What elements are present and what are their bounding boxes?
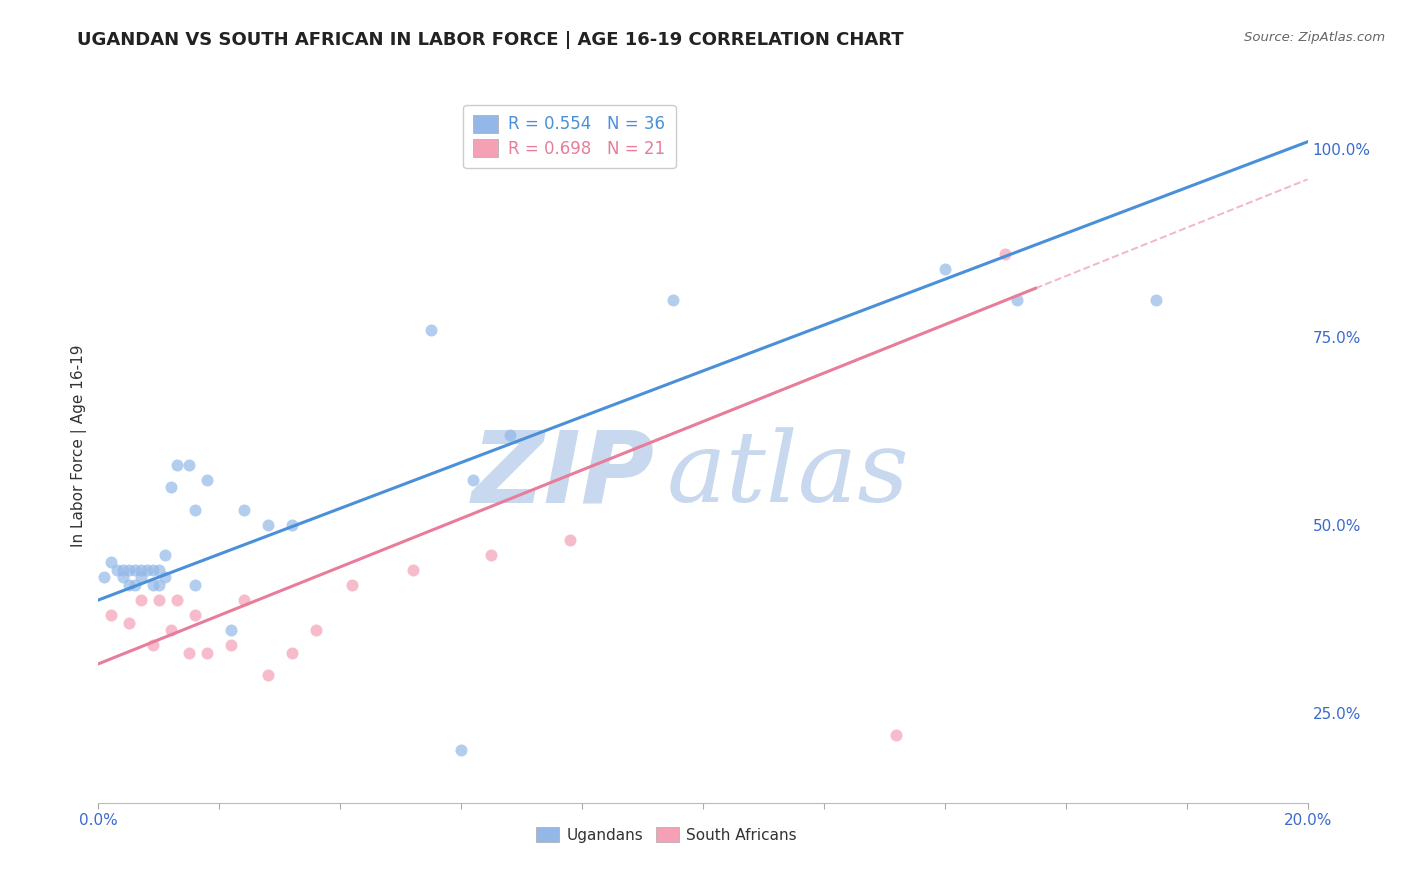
Point [342,578,364,592]
Point [184,503,207,517]
Text: atlas: atlas [666,427,910,522]
Point [195,646,218,660]
Point [118,615,141,630]
Point [232,503,254,517]
Point [160,480,183,494]
Point [221,623,243,637]
Point [195,473,218,487]
Point [184,578,207,592]
Point [256,668,278,682]
Point [179,458,201,472]
Point [148,563,170,577]
Point [661,293,683,307]
Point [129,570,152,584]
Point [450,743,472,757]
Point [105,563,128,577]
Point [160,623,183,637]
Point [124,578,146,592]
Point [142,638,165,652]
Y-axis label: In Labor Force | Age 16-19: In Labor Force | Age 16-19 [72,344,87,548]
Point [166,593,188,607]
Point [886,728,908,742]
Point [1144,293,1167,307]
Point [558,533,581,547]
Point [179,646,201,660]
Point [1007,293,1029,307]
Point [100,607,122,622]
Point [463,473,485,487]
Text: UGANDAN VS SOUTH AFRICAN IN LABOR FORCE | AGE 16-19 CORRELATION CHART: UGANDAN VS SOUTH AFRICAN IN LABOR FORCE … [77,31,904,49]
Point [934,262,956,277]
Point [221,638,243,652]
Text: Source: ZipAtlas.com: Source: ZipAtlas.com [1244,31,1385,45]
Point [232,593,254,607]
Point [481,548,503,562]
Point [129,563,152,577]
Point [129,593,152,607]
Point [402,563,425,577]
Point [93,570,115,584]
Point [994,247,1017,261]
Point [124,563,146,577]
Point [118,563,141,577]
Point [142,578,165,592]
Point [420,322,443,336]
Point [153,548,176,562]
Point [256,517,278,532]
Point [100,556,122,570]
Text: ZIP: ZIP [471,426,655,523]
Legend: Ugandans, South Africans: Ugandans, South Africans [530,821,803,848]
Point [153,570,176,584]
Point [184,607,207,622]
Point [142,563,165,577]
Point [148,593,170,607]
Point [118,578,141,592]
Point [111,563,134,577]
Point [281,646,304,660]
Point [111,570,134,584]
Point [135,563,157,577]
Point [166,458,188,472]
Point [498,427,520,442]
Point [305,623,328,637]
Point [148,578,170,592]
Point [281,517,304,532]
